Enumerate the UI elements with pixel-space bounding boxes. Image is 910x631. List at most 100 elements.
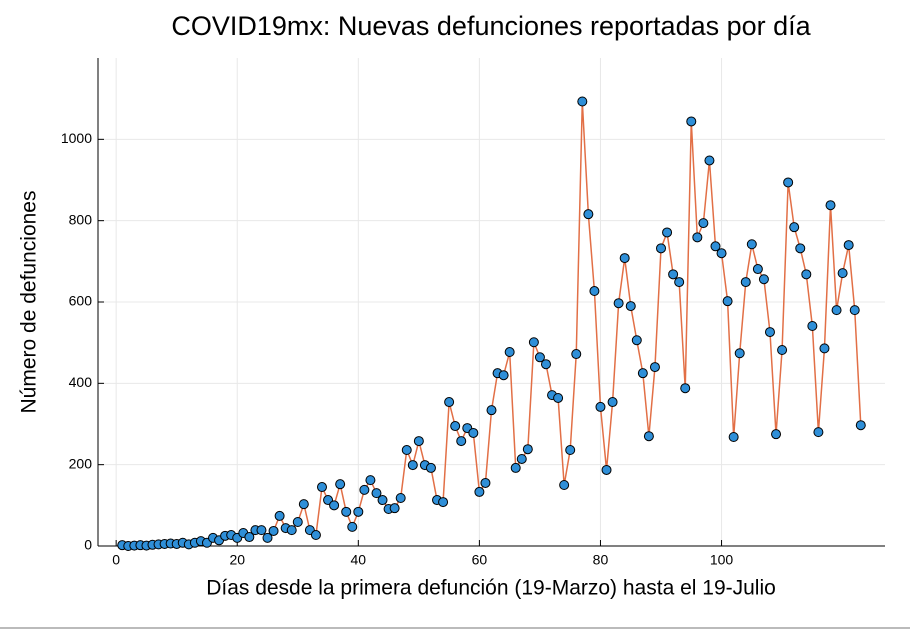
data-point — [783, 177, 794, 188]
y-tick-label: 200 — [69, 455, 93, 471]
data-point — [389, 503, 400, 514]
data-point — [540, 359, 551, 370]
data-point — [559, 480, 570, 490]
data-point — [662, 227, 673, 238]
data-point — [656, 243, 667, 254]
data-point — [752, 264, 763, 275]
data-point — [722, 296, 733, 307]
data-point — [365, 475, 376, 486]
data-point — [795, 243, 806, 254]
data-point — [316, 482, 327, 493]
data-point — [631, 335, 642, 346]
data-point — [577, 96, 588, 107]
data-point — [480, 477, 491, 488]
data-point — [837, 268, 848, 279]
data-point — [244, 532, 255, 543]
data-point — [504, 347, 515, 358]
data-point — [353, 506, 364, 517]
data-point — [855, 420, 866, 431]
data-point — [450, 421, 461, 432]
data-point — [686, 116, 697, 127]
data-point — [813, 427, 824, 438]
data-point — [377, 495, 388, 506]
data-point — [692, 232, 703, 243]
data-point — [668, 269, 679, 280]
data-point — [595, 401, 606, 412]
data-point — [565, 445, 576, 456]
data-point — [771, 429, 782, 440]
data-point — [341, 506, 352, 517]
data-point — [728, 432, 739, 443]
data-point — [625, 301, 636, 312]
data-point — [413, 436, 424, 447]
data-point — [298, 499, 309, 510]
data-point — [444, 397, 455, 408]
data-point — [613, 298, 624, 309]
data-point — [456, 436, 467, 447]
data-point — [268, 525, 279, 536]
y-axis-label: Número de defunciones — [18, 191, 41, 414]
data-point — [710, 241, 721, 252]
data-point — [553, 392, 564, 403]
x-tick-label: 40 — [351, 552, 367, 568]
data-point — [395, 493, 406, 504]
y-tick-label: 600 — [69, 293, 93, 309]
data-point — [619, 253, 630, 264]
data-point — [498, 370, 509, 381]
data-point — [329, 500, 340, 511]
data-point — [698, 218, 709, 229]
y-tick-label: 400 — [69, 374, 93, 390]
data-point — [256, 525, 267, 536]
data-point — [274, 510, 285, 521]
y-tick-label: 800 — [69, 211, 93, 227]
data-point — [510, 462, 521, 473]
data-point — [571, 349, 582, 360]
data-point — [704, 155, 715, 166]
data-point — [607, 397, 618, 408]
data-point — [359, 484, 370, 495]
data-point — [401, 445, 412, 456]
data-point — [637, 368, 648, 379]
data-point — [474, 486, 485, 497]
x-axis-label: Días desde la primera defunción (19-Marz… — [206, 577, 776, 600]
data-point — [522, 444, 533, 455]
data-point — [601, 464, 612, 475]
data-point — [680, 383, 691, 394]
data-point — [516, 453, 527, 464]
data-point — [716, 248, 727, 259]
data-point — [649, 362, 660, 373]
x-tick-label: 100 — [710, 552, 734, 568]
x-tick-label: 80 — [593, 552, 609, 568]
data-point — [674, 277, 685, 288]
data-point — [789, 222, 800, 233]
data-point — [746, 239, 757, 250]
x-tick-label: 20 — [229, 552, 245, 568]
y-tick-label: 0 — [84, 537, 92, 553]
data-point — [825, 200, 836, 211]
data-point — [758, 274, 769, 285]
data-point — [286, 525, 297, 536]
data-point — [407, 460, 418, 471]
data-point — [589, 286, 600, 297]
x-tick-label: 0 — [112, 552, 120, 568]
data-point — [528, 337, 539, 348]
data-point — [643, 431, 654, 442]
data-point — [801, 269, 812, 280]
data-point — [468, 427, 479, 438]
x-tick-label: 60 — [472, 552, 488, 568]
data-point — [764, 327, 775, 338]
data-point — [371, 488, 382, 499]
data-point — [819, 343, 830, 354]
data-point — [740, 277, 751, 288]
data-point — [292, 517, 303, 528]
chart-title: COVID19mx: Nuevas defunciones reportadas… — [171, 11, 811, 41]
data-point — [534, 352, 545, 363]
data-point — [831, 305, 842, 316]
data-point — [310, 530, 321, 541]
y-tick-label: 1000 — [61, 130, 92, 146]
data-point — [849, 305, 860, 316]
data-point — [807, 320, 818, 331]
